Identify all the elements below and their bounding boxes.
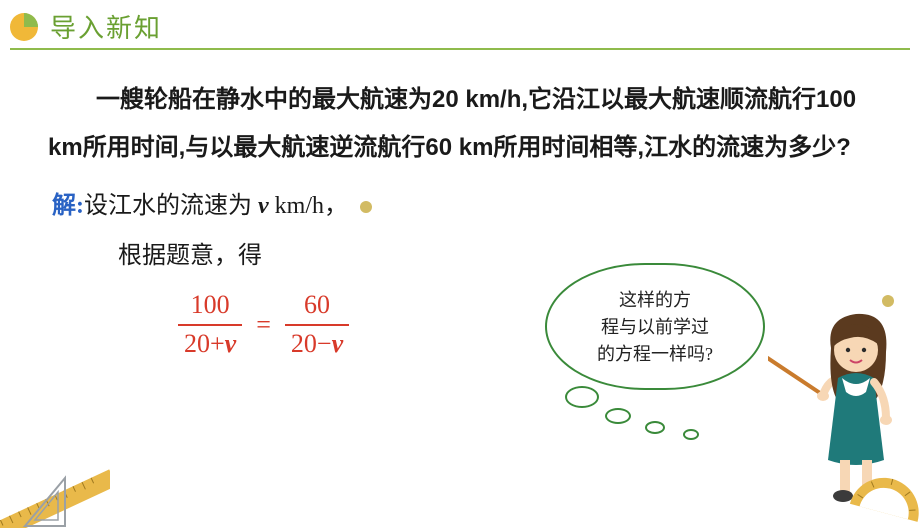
- corner-ruler-icon: [0, 448, 110, 528]
- teacher-eye-l: [846, 348, 850, 352]
- teacher-hand: [817, 391, 829, 401]
- teacher-hand-r: [880, 415, 892, 425]
- solution-text-1a: 设江水的流速为: [84, 193, 258, 219]
- lhs-den-a: 20: [184, 329, 210, 358]
- speech-line-2: 程与以前学过: [565, 314, 745, 341]
- pointer-icon: [768, 355, 823, 395]
- rhs-den-op: −: [317, 329, 332, 358]
- decor-dot-icon: [360, 201, 372, 213]
- lhs-numerator: 100: [185, 289, 236, 324]
- cloud-tail-1: [565, 386, 599, 408]
- speech-line-1: 这样的方: [565, 287, 745, 314]
- solution-label: 解:: [52, 193, 84, 219]
- lhs-denominator: 20+v: [178, 324, 242, 361]
- rhs-den-a: 20: [291, 329, 317, 358]
- lhs-den-op: +: [210, 329, 225, 358]
- equals-sign: =: [256, 310, 271, 340]
- rhs-den-var: v: [332, 329, 344, 358]
- cloud-tail-4: [683, 429, 699, 440]
- solution-line-1: 解:设江水的流速为 v km/h，: [52, 184, 872, 230]
- slide-header: 导入新知: [0, 0, 920, 48]
- solution-text-2: 根据题意，得: [118, 243, 262, 269]
- lhs-den-var: v: [225, 329, 237, 358]
- corner-protractor-icon: [845, 468, 920, 523]
- problem-text: 一艘轮船在静水中的最大航速为20 km/h,它沿江以最大航速顺流航行100 km…: [48, 76, 872, 172]
- cloud-main: 这样的方 程与以前学过 的方程一样吗?: [545, 263, 765, 390]
- speech-line-3: 的方程一样吗?: [565, 341, 745, 368]
- teacher-eye-r: [862, 348, 866, 352]
- rhs-numerator: 60: [298, 289, 336, 324]
- pie-icon: [10, 13, 38, 41]
- solution-text-1b: km/h，: [269, 193, 348, 219]
- solution-var: v: [258, 193, 269, 219]
- header-title: 导入新知: [50, 8, 162, 45]
- cloud-tail-2: [605, 408, 631, 424]
- equation-rhs: 60 20−v: [285, 289, 349, 360]
- speech-bubble: 这样的方 程与以前学过 的方程一样吗?: [545, 263, 765, 390]
- equation-lhs: 100 20+v: [178, 289, 242, 360]
- ruler-body: [0, 469, 110, 528]
- cloud-tail-3: [645, 421, 665, 434]
- rhs-denominator: 20−v: [285, 324, 349, 361]
